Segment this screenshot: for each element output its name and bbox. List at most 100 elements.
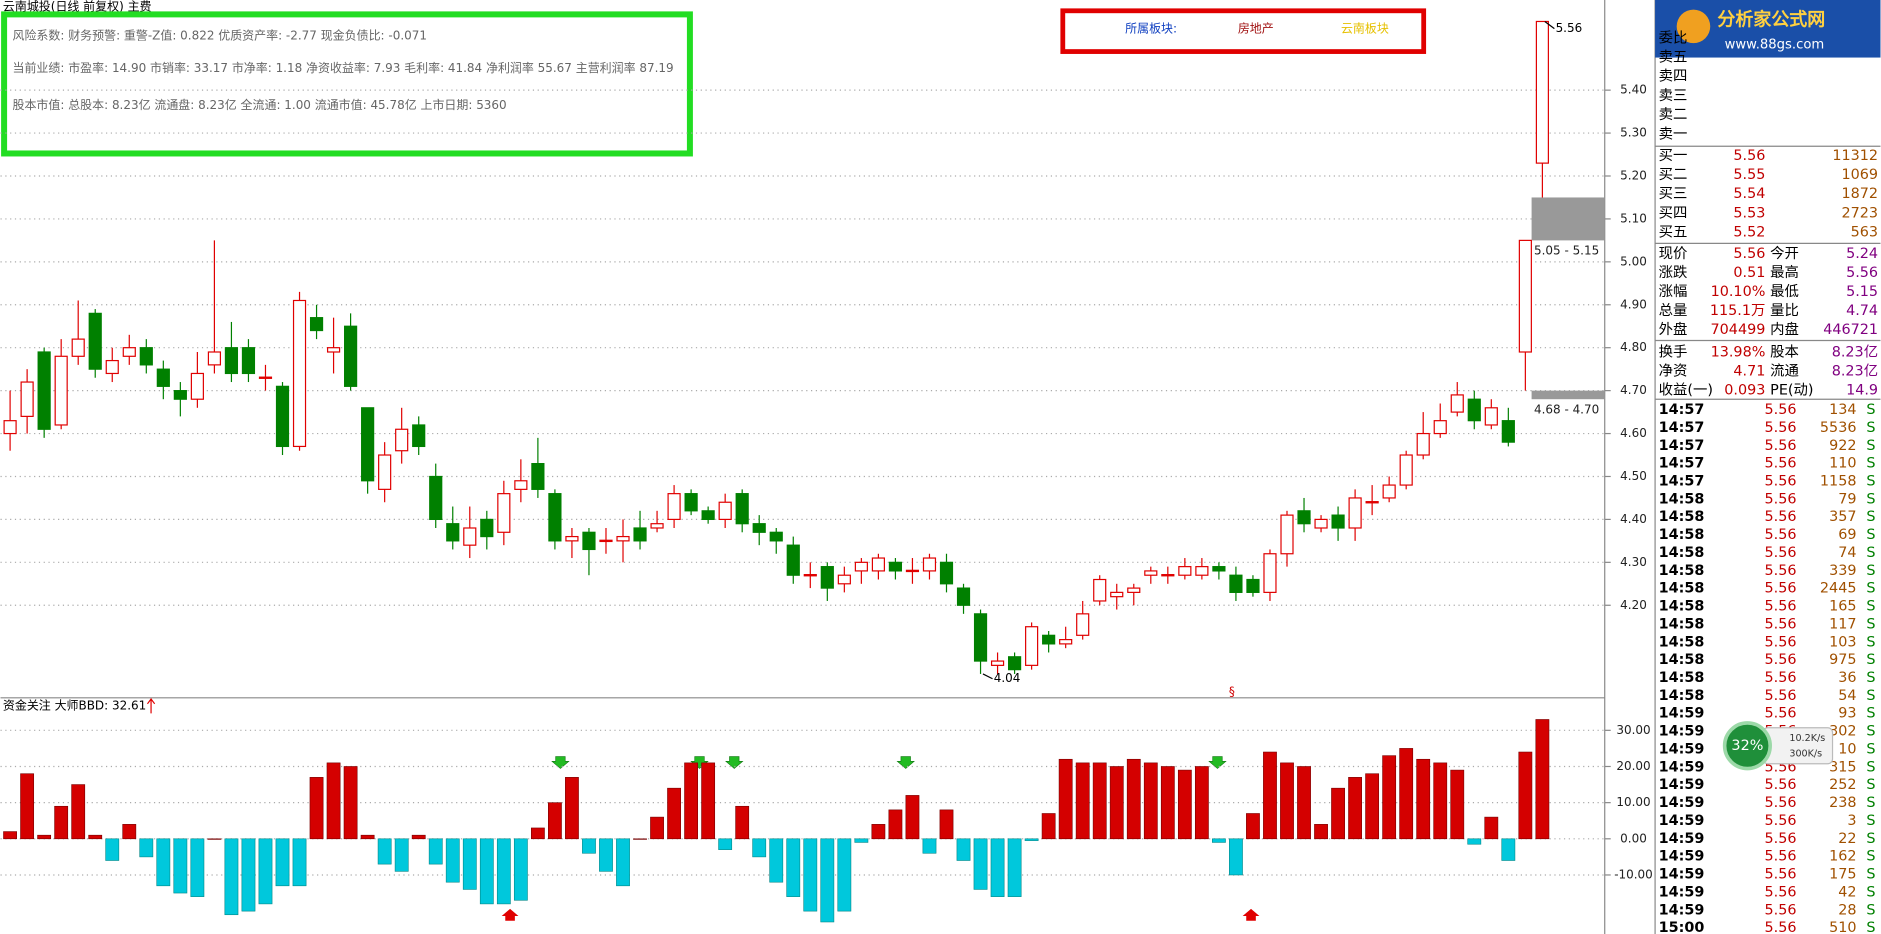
candle-body <box>326 347 341 353</box>
bbd-bar <box>633 838 647 840</box>
tick-volume: 3 <box>1847 813 1856 829</box>
bbd-bar <box>1263 751 1277 840</box>
bbd-bar <box>1160 766 1175 840</box>
tick-side: S <box>1866 884 1875 900</box>
stat-label: PE(动) <box>1770 381 1813 398</box>
tick-side: S <box>1866 741 1875 757</box>
candle-body <box>1093 578 1107 602</box>
bbd-bar <box>1280 762 1294 840</box>
sell-signal <box>551 756 570 769</box>
tick-side: S <box>1866 402 1875 418</box>
tick-volume: 1158 <box>1820 474 1857 490</box>
tick-time: 14:58 <box>1659 616 1705 632</box>
bbd-bar <box>207 838 222 840</box>
candle-body <box>718 501 732 521</box>
zone-label: 5.05 - 5.15 <box>1534 244 1599 258</box>
tick-side: S <box>1866 670 1875 686</box>
sell-label: 卖一 <box>1659 125 1688 142</box>
bbd-bar <box>1433 762 1448 840</box>
candle-body <box>1348 497 1362 529</box>
candle-body <box>684 493 698 512</box>
bbd-bar <box>1365 773 1380 840</box>
tick-side: S <box>1866 795 1875 811</box>
tick-time: 15:00 <box>1659 920 1705 934</box>
stat-label: 涨跌 <box>1659 264 1688 281</box>
stat-label: 最高 <box>1770 264 1799 281</box>
bbd-bar <box>513 838 528 901</box>
bbd-bar <box>718 838 733 850</box>
tick-time: 14:57 <box>1659 438 1705 454</box>
bbd-bar <box>37 834 52 840</box>
candle-body <box>463 527 477 546</box>
candle-body <box>1195 566 1209 576</box>
sell-signal <box>896 756 915 769</box>
tick-price: 5.56 <box>1765 581 1797 597</box>
stat-label: 最低 <box>1770 283 1799 300</box>
tick-volume: 74 <box>1838 545 1856 561</box>
tick-time: 14:58 <box>1659 634 1705 650</box>
candle-body <box>1025 626 1039 666</box>
y-tick-label: 10.00 <box>1616 795 1650 809</box>
candle-body <box>1280 514 1294 555</box>
stat-label: 收益(一) <box>1659 381 1713 398</box>
stat-label: 涨幅 <box>1659 283 1688 300</box>
tick-price: 5.56 <box>1765 599 1797 615</box>
candle-body <box>88 312 102 370</box>
tick-side: S <box>1866 420 1875 436</box>
bbd-bar <box>462 838 477 890</box>
bbd-bar <box>241 838 256 912</box>
buy-signal <box>1242 908 1260 921</box>
book-header: 委比 <box>1659 29 1688 46</box>
candle-body <box>1178 566 1192 576</box>
candle-body <box>803 574 817 577</box>
tick-volume: 510 <box>1829 920 1856 934</box>
speed-gauge[interactable] <box>1722 721 1772 771</box>
tick-side: S <box>1866 634 1875 650</box>
tick-price: 5.56 <box>1765 438 1797 454</box>
candle-body <box>207 351 221 366</box>
bbd-bar <box>1041 813 1056 840</box>
tick-price: 5.56 <box>1765 634 1797 650</box>
buy-volume: 1069 <box>1842 167 1879 183</box>
price-zone <box>1531 197 1605 241</box>
candle-body <box>1229 574 1243 593</box>
candle-body <box>956 587 971 606</box>
bbd-bar <box>1348 777 1362 840</box>
candle-body <box>854 561 868 572</box>
tick-time: 14:57 <box>1659 402 1705 418</box>
bbd-bar <box>582 838 596 854</box>
tick-time: 14:59 <box>1659 884 1705 900</box>
tick-volume: 252 <box>1829 777 1856 793</box>
tick-price: 5.56 <box>1765 920 1797 934</box>
bbd-bar <box>888 809 903 840</box>
sell-signal <box>725 756 744 769</box>
sell-label: 卖三 <box>1659 87 1688 104</box>
candle-body <box>54 355 68 426</box>
candle-body <box>1433 420 1447 435</box>
tick-side: S <box>1866 616 1875 632</box>
stat-label: 内盘 <box>1770 320 1799 338</box>
stat-label: 流通 <box>1770 362 1799 379</box>
buy-label: 买三 <box>1659 185 1688 202</box>
candle-body <box>429 475 443 521</box>
sector-item[interactable]: 云南板块 <box>1341 20 1389 35</box>
bbd-bar <box>258 838 273 905</box>
y-tick-label: 4.50 <box>1620 469 1647 483</box>
bbd-bar <box>1297 766 1311 840</box>
candle-body <box>1518 239 1532 353</box>
candle-body <box>3 420 17 435</box>
tick-side: S <box>1866 491 1875 507</box>
tick-volume: 175 <box>1829 867 1856 883</box>
bbd-bar <box>1109 766 1124 840</box>
tick-price: 5.56 <box>1765 813 1797 829</box>
candle-body <box>735 493 749 525</box>
annotation-label: 4.04 <box>994 671 1021 685</box>
tick-time: 14:59 <box>1659 777 1705 793</box>
buy-label: 买四 <box>1659 204 1688 221</box>
tick-volume: 922 <box>1829 438 1856 454</box>
sector-item[interactable]: 房地产 <box>1238 20 1274 35</box>
info-line: 风险系数: 财务预警: 重警-Z值: 0.822 优质资产率: -2.77 现金… <box>12 27 426 42</box>
candle-body <box>1246 578 1260 593</box>
tick-side: S <box>1866 545 1875 561</box>
